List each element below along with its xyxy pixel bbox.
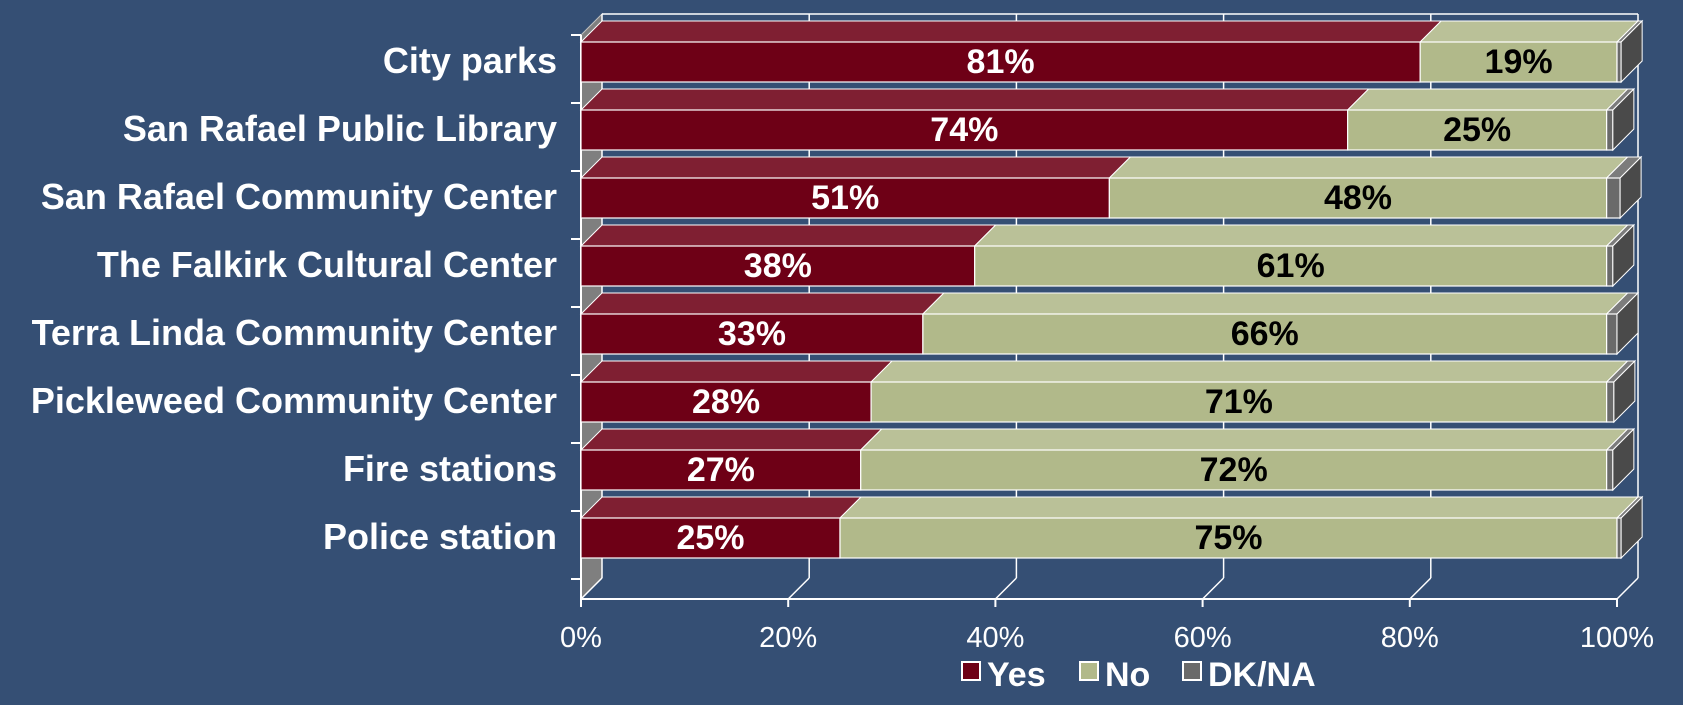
category-label: Fire stations [343, 448, 557, 489]
data-label: 51% [811, 179, 879, 217]
bar-top-yes [579, 20, 1443, 43]
bar-end-face [1612, 427, 1635, 492]
bar-segment-no [870, 381, 1608, 423]
data-label: 28% [692, 383, 760, 421]
bar-end-face [1612, 223, 1635, 288]
x-tick-label: 60% [1174, 622, 1232, 654]
category-label: Police station [323, 516, 557, 557]
bar-segment-no [922, 313, 1608, 355]
bar-top-no [838, 496, 1640, 519]
bar-top-no [921, 292, 1629, 315]
bar-top-yes [579, 496, 863, 519]
bar-end-face [1616, 291, 1639, 356]
bar-segment-yes [580, 449, 862, 491]
legend-swatch [1079, 661, 1099, 681]
bar-top-yes [579, 428, 883, 451]
floor-gridline [787, 577, 810, 600]
bar-top-yes [579, 292, 946, 315]
data-label: 61% [1257, 247, 1325, 285]
data-label: 48% [1324, 179, 1392, 217]
bar-top-yes [579, 156, 1132, 179]
bar-top-no [1108, 156, 1629, 179]
data-label: 19% [1485, 43, 1553, 81]
bar-segment-dkna [1616, 517, 1622, 559]
bar-top-no [1418, 20, 1640, 43]
bar-top-no [859, 428, 1629, 451]
bar-top-no [869, 360, 1629, 383]
category-label: Terra Linda Community Center [32, 312, 557, 353]
bar-segment-no [1419, 41, 1618, 83]
bar-segment-yes [580, 517, 841, 559]
category-label: San Rafael Public Library [123, 108, 557, 149]
bar-segment-no [1347, 109, 1608, 151]
data-label: 38% [744, 247, 812, 285]
bar-segment-dkna [1606, 313, 1618, 355]
bar-segment-dkna [1606, 245, 1614, 287]
bar-segment-dkna [1606, 177, 1621, 219]
data-label: 25% [1443, 111, 1511, 149]
floor-gridline [994, 577, 1017, 600]
floor-gridline [1202, 577, 1225, 600]
data-label: 27% [687, 451, 755, 489]
bar-top-yes [579, 224, 997, 247]
x-tick-label: 40% [966, 622, 1024, 654]
legend-swatch [1182, 661, 1202, 681]
legend-label: DK/NA [1208, 656, 1316, 694]
data-label: 81% [967, 43, 1035, 81]
bar-segment-dkna [1606, 449, 1614, 491]
bar-end-face [1620, 495, 1643, 560]
bar-segment-yes [580, 381, 872, 423]
bar-segment-yes [580, 313, 924, 355]
bar-segment-no [974, 245, 1608, 287]
data-label: 75% [1194, 519, 1262, 557]
legend-label: No [1105, 656, 1150, 694]
legend-swatch [961, 661, 981, 681]
data-label: 25% [676, 519, 744, 557]
category-label: City parks [383, 40, 557, 81]
data-label: 72% [1200, 451, 1268, 489]
floor-gridline [580, 577, 603, 600]
legend-label: Yes [987, 656, 1046, 694]
bar-segment-no [1108, 177, 1608, 219]
bar-segment-no [860, 449, 1608, 491]
bar-end-face [1612, 87, 1635, 152]
data-label: 66% [1231, 315, 1299, 353]
bar-top-no [973, 224, 1629, 247]
bar-segment-yes [580, 177, 1110, 219]
x-tick-label: 0% [560, 622, 602, 654]
bar-segment-yes [580, 245, 976, 287]
category-label: Pickleweed Community Center [31, 380, 557, 421]
category-label: The Falkirk Cultural Center [97, 244, 557, 285]
bar-end-face [1613, 359, 1636, 424]
bar-segment-dkna [1616, 41, 1622, 83]
x-tick-label: 100% [1580, 622, 1654, 654]
bar-top-no [1346, 88, 1629, 111]
data-label: 71% [1205, 383, 1273, 421]
data-label: 33% [718, 315, 786, 353]
bar-segment-yes [580, 109, 1349, 151]
floor-gridline [1409, 577, 1432, 600]
bar-top-yes [579, 88, 1370, 111]
category-label: San Rafael Community Center [41, 176, 557, 217]
bar-segment-no [839, 517, 1618, 559]
bar-end-face [1619, 155, 1642, 220]
bar-segment-dkna [1606, 109, 1614, 151]
bar-segment-yes [580, 41, 1421, 83]
x-tick-label: 80% [1381, 622, 1439, 654]
bar-top-yes [579, 360, 894, 383]
bar-segment-dkna [1606, 381, 1615, 423]
x-tick-label: 20% [759, 622, 817, 654]
floor-gridline [1616, 577, 1639, 600]
bar-end-face [1620, 19, 1643, 84]
data-label: 74% [930, 111, 998, 149]
